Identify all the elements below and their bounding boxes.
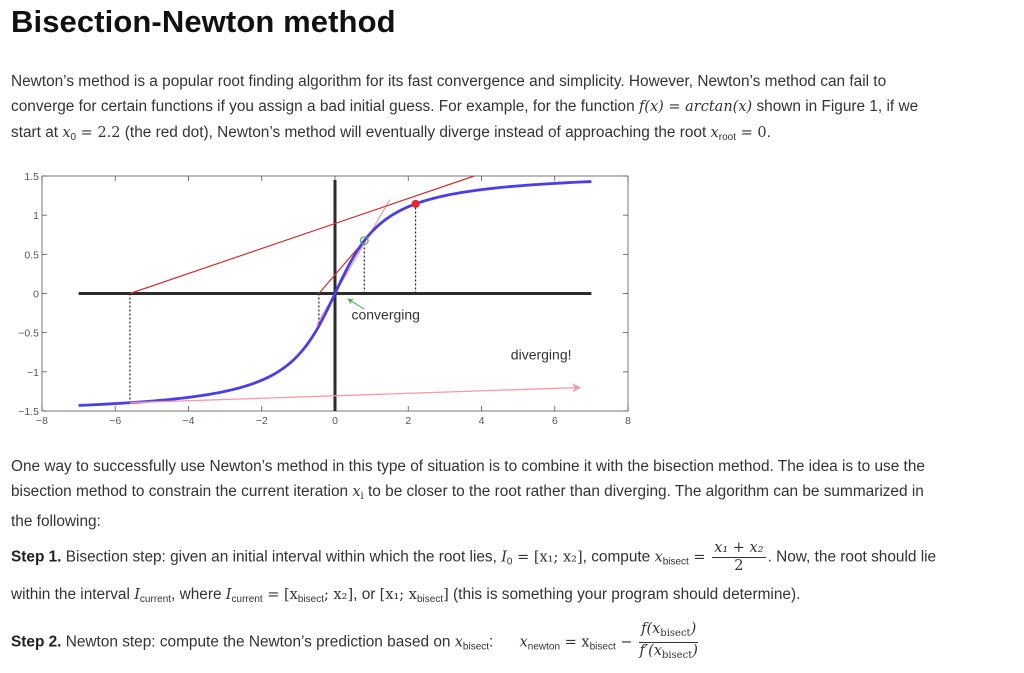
- icurrent-interval-b: [x₁; x: [379, 587, 417, 603]
- step-1-text-6: , or: [353, 586, 380, 603]
- x0-subscript: 0: [70, 132, 77, 143]
- x-tick-label: 2: [405, 415, 411, 427]
- newton-fraction: f(xbisect) f′(xbisect): [639, 621, 699, 663]
- xbisect-equals: =: [688, 549, 711, 566]
- y-tick-label: −1: [27, 367, 39, 379]
- step-1-label: Step 1.: [11, 548, 62, 566]
- x0-value: = 2.2: [76, 125, 121, 141]
- xi-symbol: x: [352, 484, 361, 500]
- xbisect-subscript-2: bisect: [462, 641, 490, 653]
- step-2-text-1: Newton step: compute the Newton’s predic…: [61, 633, 455, 651]
- intro-line-1: Newton’s method is a popular root findin…: [11, 73, 887, 90]
- icurrent-subscript: current: [139, 594, 172, 605]
- converging-label: converging: [351, 306, 420, 322]
- icurrent-interval-a: = [x: [262, 587, 298, 603]
- xnewton-minus: −: [615, 634, 638, 651]
- intro-line-3a: start at: [11, 124, 63, 141]
- newton-numerator: f(xbisect): [639, 621, 699, 643]
- arctan-equation: f(x) = arctan(x): [638, 99, 753, 115]
- page-title: Bisection-Newton method: [11, 4, 396, 39]
- x-tick-label: 6: [552, 415, 558, 427]
- arctan-curve: [78, 180, 592, 407]
- icurrent-interval-b-sub: bisect: [416, 594, 444, 605]
- midpoint-denominator: 2: [734, 558, 744, 574]
- para2-line-2b: to be closer to the root rather than div…: [363, 483, 924, 500]
- newton-denominator: f′(xbisect): [639, 643, 698, 663]
- i0-subscript: 0: [506, 556, 513, 568]
- diverging-arrow: [129, 383, 582, 404]
- xnewton-subscript: newton: [527, 641, 561, 653]
- step-2-colon: :: [489, 633, 494, 651]
- diverging-label: diverging!: [511, 346, 572, 362]
- step-1-text-5: , where: [171, 586, 226, 603]
- y-tick-label: −1.5: [18, 406, 39, 418]
- intro-paragraph: Newton’s method is a popular root findin…: [11, 69, 1006, 150]
- icurrent-interval-a-sub: bisect: [297, 594, 324, 605]
- intro-line-3c: .: [766, 124, 771, 141]
- step-1-line-2: within the interval Icurrent, where Icur…: [11, 586, 800, 605]
- icurrent-subscript-2: current: [231, 594, 263, 605]
- xbisect-subscript: bisect: [662, 556, 689, 568]
- para2-line-1: One way to successfully use Newton’s met…: [11, 458, 925, 475]
- newton-den-sub: bisect: [661, 650, 693, 661]
- newton-num-b: ): [690, 621, 697, 637]
- newton-num-sub: bisect: [660, 628, 691, 639]
- xroot-subscript: root: [718, 132, 736, 143]
- intro-line-2a: converge for certain functions if you as…: [11, 98, 639, 115]
- bisection-paragraph: One way to successfully use Newton’s met…: [11, 454, 1006, 534]
- xbisect-symbol-2: x: [454, 634, 463, 651]
- icurrent-interval-b-end: ]: [443, 587, 449, 603]
- xnewton-equals: = x: [560, 634, 590, 651]
- x-tick-label: −6: [109, 415, 121, 427]
- xbisect-symbol: x: [654, 549, 663, 566]
- y-tick-label: 1: [33, 210, 39, 222]
- para2-line-2a: bisection method to constrain the curren…: [11, 483, 353, 500]
- para2-line-3: the following:: [11, 513, 101, 530]
- diverging-tangent-line: [129, 175, 475, 295]
- green-converging-point: [359, 236, 369, 246]
- step-1: Step 1. Bisection step: given an initial…: [11, 541, 936, 574]
- x-tick-label: −4: [183, 415, 195, 427]
- newton-num-a: f(x: [641, 621, 661, 637]
- xroot-symbol: x: [710, 125, 719, 141]
- y-tick-label: 1.5: [24, 171, 39, 183]
- intro-line-3b: (the red dot), Newton’s method will even…: [120, 124, 711, 141]
- xnewton-xbisect-subscript: bisect: [589, 641, 616, 653]
- newton-den-a: f′(x: [639, 643, 662, 659]
- icurrent-interval-a-end: ; x₂]: [323, 587, 354, 603]
- x-tick-label: −8: [36, 415, 48, 427]
- step-1-text-7: (this is something your program should d…: [448, 586, 801, 603]
- y-tick-label: 0.5: [24, 249, 39, 261]
- y-tick-label: 0: [33, 289, 39, 301]
- step-2: Step 2. Newton step: compute the Newton’…: [11, 622, 700, 663]
- step-1-text-2: , compute: [582, 548, 655, 566]
- newton-den-b: ): [692, 643, 698, 659]
- red-starting-point: [411, 199, 420, 208]
- x-tick-label: 0: [332, 415, 338, 427]
- converging-arrow: [347, 298, 365, 310]
- icurrent-symbol: I: [134, 587, 140, 603]
- intro-line-2b: shown in Figure 1, if we: [752, 98, 919, 115]
- x-tick-label: 4: [479, 415, 485, 427]
- xroot-value: = 0: [735, 125, 767, 141]
- step-2-label: Step 2.: [11, 633, 62, 651]
- midpoint-fraction: x₁ + x₂ 2: [712, 540, 766, 574]
- x0-symbol: x: [62, 125, 71, 141]
- i0-symbol: I: [501, 549, 507, 566]
- figure-1-arctan-chart: −8 −6 −4 −2 0 2 4 6 8 1.5 1 0.5 0 −0.5 −1 −1.5 convergin…: [18, 171, 631, 427]
- midpoint-numerator: x₁ + x₂: [712, 540, 766, 558]
- icurrent-symbol-2: I: [225, 587, 232, 603]
- x-tick-label: 8: [625, 415, 631, 427]
- xi-subscript: i: [360, 491, 364, 502]
- step-1-text-1: Bisection step: given an initial interva…: [61, 548, 502, 566]
- y-tick-label: −0.5: [18, 328, 39, 340]
- step-1-text-4: within the interval: [11, 586, 135, 603]
- x-tick-label: −2: [256, 415, 268, 427]
- step-1-text-3: . Now, the root should lie: [767, 548, 937, 566]
- i0-interval: = [x₁; x₂]: [512, 549, 583, 566]
- xnewton-symbol: x: [519, 634, 528, 651]
